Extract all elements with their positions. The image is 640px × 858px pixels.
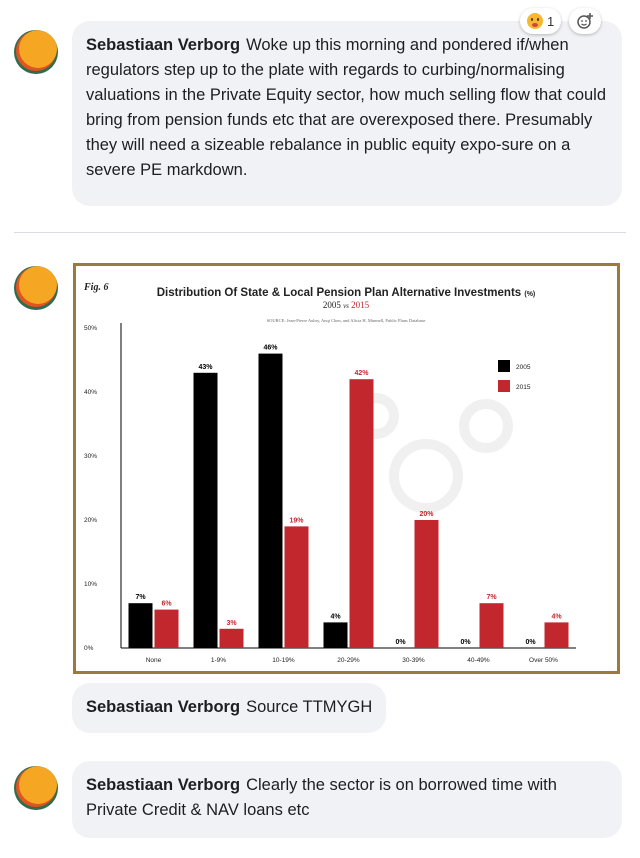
bar-2015 (479, 603, 504, 648)
svg-text:2005 vs 2015: 2005 vs 2015 (323, 300, 370, 310)
bar-value-label: 43% (198, 364, 213, 371)
gears-watermark (353, 393, 513, 513)
fig-label: Fig. 6 (83, 282, 108, 293)
bar-2015 (154, 609, 179, 648)
bar-2005 (323, 622, 348, 648)
bar-value-label: 20% (419, 511, 434, 518)
bar-value-label: 4% (330, 613, 341, 620)
comment-text: Woke up this morning and pondered if/whe… (86, 36, 607, 179)
reaction-count: 1 (547, 13, 555, 29)
bar-value-label: 7% (135, 594, 146, 601)
bar-2005 (128, 603, 153, 648)
y-tick-label: 10% (84, 581, 97, 588)
y-tick-label: 50% (84, 325, 97, 332)
comment-bubble: Sebastiaan Verborg Clearly the sector is … (72, 761, 622, 838)
comment-author[interactable]: Sebastiaan Verborg (86, 36, 241, 54)
chart-title-unit: (%) (524, 291, 535, 298)
chart-source: SOURCE: Jean-Pierre Aubry, Anqi Chen, an… (267, 318, 426, 324)
chart-image[interactable]: Fig. 6 Distribution Of State & Local Pen… (73, 263, 620, 674)
y-tick-label: 20% (84, 517, 97, 524)
chart-title: Distribution Of State & Local Pension Pl… (157, 287, 521, 299)
chart-subtitle-vs: vs (343, 302, 349, 310)
legend-label: 2015 (516, 384, 531, 391)
y-tick-label: 30% (84, 453, 97, 460)
x-tick-label: None (146, 657, 162, 664)
comment-text: Clearly the sector is on borrowed time w… (86, 776, 557, 819)
bar-value-label: 4% (551, 613, 562, 620)
bar-chart: Fig. 6 Distribution Of State & Local Pen… (83, 282, 576, 664)
bar-value-label: 42% (354, 370, 369, 377)
bar-2015 (284, 526, 309, 648)
x-tick-label: Over 50% (529, 657, 558, 664)
divider (14, 232, 626, 233)
bar-value-label: 6% (161, 601, 172, 608)
comment-author[interactable]: Sebastiaan Verborg (86, 776, 241, 794)
bar-2015 (544, 622, 569, 648)
comment-bubble: Sebastiaan Verborg Source TTMYGH (72, 683, 387, 733)
x-tick-label: 40-49% (467, 657, 490, 664)
bar-value-label: 7% (486, 594, 497, 601)
add-reaction-icon (577, 13, 594, 29)
bar-value-label: 19% (289, 517, 304, 524)
avatar[interactable] (14, 30, 58, 74)
bar-value-label: 0% (395, 639, 406, 646)
bar-2015 (219, 628, 244, 648)
legend-swatch-2015 (498, 380, 510, 392)
bar-value-label: 46% (263, 345, 278, 352)
svg-text:Distribution Of State & Local: Distribution Of State & Local Pension Pl… (157, 287, 536, 299)
y-tick-label: 40% (84, 389, 97, 396)
bar-value-label: 0% (525, 639, 536, 646)
x-tick-label: 1-9% (211, 657, 226, 664)
comment-bubble: Sebastiaan Verborg Woke up this morning a… (72, 21, 622, 206)
chart-subtitle-2005: 2005 (323, 300, 342, 310)
avatar[interactable] (14, 266, 58, 310)
wow-emoji-icon (527, 13, 543, 29)
bar-2005 (258, 353, 283, 648)
x-tick-label: 20-29% (337, 657, 360, 664)
reaction-count-button[interactable]: 1 (520, 8, 562, 34)
comment-author[interactable]: Sebastiaan Verborg (86, 698, 241, 716)
avatar[interactable] (14, 766, 58, 810)
x-tick-label: 30-39% (402, 657, 425, 664)
x-tick-label: 10-19% (272, 657, 295, 664)
bar-2015 (414, 520, 439, 648)
legend-label: 2005 (516, 364, 531, 371)
y-tick-label: 0% (84, 645, 94, 652)
legend-swatch-2005 (498, 360, 510, 372)
bar-2015 (349, 379, 374, 648)
bar-value-label: 0% (460, 639, 471, 646)
bar-value-label: 3% (226, 620, 237, 627)
comment-text: Source TTMYGH (246, 698, 373, 716)
add-reaction-button[interactable] (569, 8, 602, 34)
bar-2005 (193, 372, 218, 648)
reactions-bar: 1 (520, 8, 602, 34)
chart-subtitle-2015: 2015 (351, 300, 370, 310)
